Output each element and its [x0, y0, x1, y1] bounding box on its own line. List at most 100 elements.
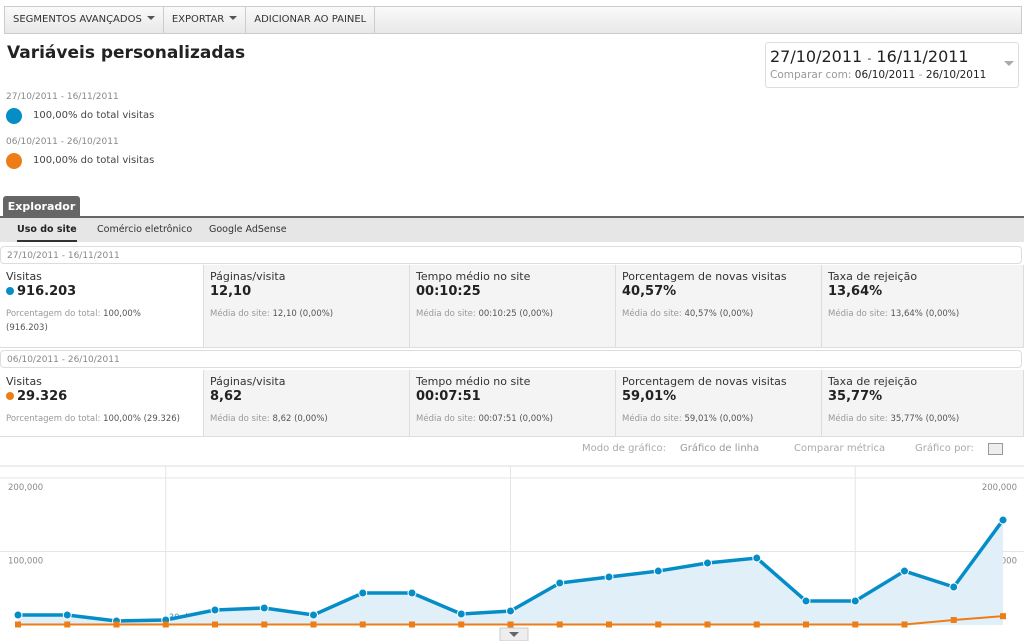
point [801, 596, 811, 606]
compare-start: 06/10/2011 [854, 69, 916, 81]
metric-card: Taxa de rejeição 35,77% Média do site: 35,… [822, 370, 1024, 437]
metric-value: 8,62 [210, 389, 403, 404]
tab[interactable]: Explorador [3, 196, 80, 217]
button[interactable]: EXPORTAR [164, 7, 247, 33]
point [358, 588, 368, 598]
metric-label: Porcentagem de novas visitas [622, 375, 787, 388]
metric-value: 13,64% [828, 284, 1017, 299]
note-value: 8,62 (0,00%) [272, 414, 328, 424]
point [655, 621, 662, 628]
note-value: 00:07:51 (0,00%) [478, 414, 553, 424]
point [852, 621, 859, 628]
compare-metric[interactable]: Comparar métrica [794, 443, 886, 454]
metric-label: Visitas [6, 375, 42, 388]
metric-note: Média do site: 40,57% (0,00%) [622, 307, 815, 321]
point [752, 553, 762, 563]
area [18, 520, 1003, 625]
point [310, 621, 317, 628]
metric-label: Visitas [6, 270, 42, 283]
compare-label: Comparar com: [770, 69, 852, 81]
note-value: 13,64% (0,00%) [890, 309, 960, 319]
subtab[interactable]: Comércio eletrônico [97, 224, 193, 235]
subtab[interactable]: Google AdSense [209, 224, 287, 235]
note-label: Média do site: [622, 414, 682, 424]
metric-card: Porcentagem de novas visitas 59,01% Média … [616, 370, 822, 437]
point [15, 621, 21, 628]
note-value: 35,77% (0,00%) [890, 414, 960, 424]
metric-note: Média do site: 12,10 (0,00%) [210, 307, 403, 321]
note-label: Média do site: [210, 309, 270, 319]
button[interactable]: ADICIONAR AO PAINEL [246, 7, 376, 33]
metric-note: Média do site: 8,62 (0,00%) [210, 412, 403, 426]
point [900, 566, 909, 576]
metric-note: Porcentagem do total: 100,00% (916.203) [6, 307, 156, 335]
metric-note: Média do site: 35,77% (0,00%) [828, 412, 1017, 426]
date-start: 27/10/2011 [770, 47, 863, 66]
note-value: 12,10 (0,00%) [272, 309, 334, 319]
value: 40,57% [622, 284, 677, 299]
note-label: Média do site: [622, 309, 682, 319]
mode[interactable]: Gráfico de linha [680, 443, 760, 454]
point [950, 617, 957, 624]
date-picker[interactable]: 27/10/2011 - 16/11/2011 Comparar com: 06… [765, 42, 1019, 88]
point [456, 609, 466, 619]
range-row: 27/10/2011 - 16/11/2011 [0, 246, 1022, 264]
point [210, 605, 220, 615]
note-label: Média do site: [416, 414, 476, 424]
point [998, 515, 1008, 525]
y-tick-label: 200,000 [8, 483, 43, 493]
point [212, 621, 218, 628]
note-label: Média do site: [828, 414, 888, 424]
dot [6, 287, 14, 295]
subtabs: Uso do site Comércio eletrônico Google A… [0, 218, 1024, 242]
point [604, 572, 614, 582]
value: 00:10:25 [416, 284, 481, 299]
note-label: Média do site: [210, 414, 270, 424]
segment-share: 100,00% do total visitas [33, 155, 155, 166]
subtab[interactable]: Uso do site [17, 220, 77, 242]
value: 916.203 [17, 284, 77, 299]
metric-note: Média do site: 00:10:25 (0,00%) [416, 307, 609, 321]
metric-card: Tempo médio no site 00:10:25 Média do site… [410, 265, 616, 348]
metric-label: Porcentagem de novas visitas [622, 270, 787, 283]
date-end: 16/11/2011 [876, 47, 969, 66]
metric-card: Páginas/visita 8,62 Média do site: 8,62 (0… [204, 370, 410, 437]
point [753, 621, 760, 628]
value: 59,01% [622, 389, 677, 404]
point [162, 621, 169, 628]
note-value: 59,01% (0,00%) [684, 414, 754, 424]
point [64, 621, 71, 628]
y-tick-label: 200,000 [982, 483, 1017, 493]
chart-controls: Modo de gráfico: Gráfico de linha Compar… [582, 443, 1003, 455]
segment-range: 27/10/2011 - 16/11/2011 [6, 92, 119, 102]
note-label: Média do site: [828, 309, 888, 319]
note-value: 40,57% (0,00%) [684, 309, 754, 319]
mode-label: Modo de gráfico: [582, 443, 666, 454]
page-title: Variáveis personalizadas [7, 43, 246, 63]
value: 13,64% [828, 284, 883, 299]
point [653, 566, 663, 576]
point [13, 610, 23, 620]
value: 29.326 [17, 389, 68, 404]
segment-range: 06/10/2011 - 26/10/2011 [6, 137, 119, 147]
separator: - [918, 69, 923, 81]
metric-value: 59,01% [622, 389, 815, 404]
range-row: 06/10/2011 - 26/10/2011 [0, 350, 1022, 368]
value: 00:07:51 [416, 389, 481, 404]
metric-card: Visitas 29.326 Porcentagem do total: 100,0… [0, 370, 204, 437]
metric-label: Taxa de rejeição [828, 270, 918, 283]
point [704, 621, 711, 628]
metric-note: Média do site: 13,64% (0,00%) [828, 307, 1017, 321]
point [309, 610, 318, 620]
metric-note: Média do site: 00:07:51 (0,00%) [416, 412, 609, 426]
point [507, 621, 514, 628]
note-label: Porcentagem do total: [6, 309, 101, 319]
point [949, 582, 959, 592]
point [1000, 613, 1006, 620]
value: 8,62 [210, 389, 243, 404]
point [556, 621, 563, 628]
point [458, 621, 465, 628]
metric-label: Taxa de rejeição [828, 375, 918, 388]
